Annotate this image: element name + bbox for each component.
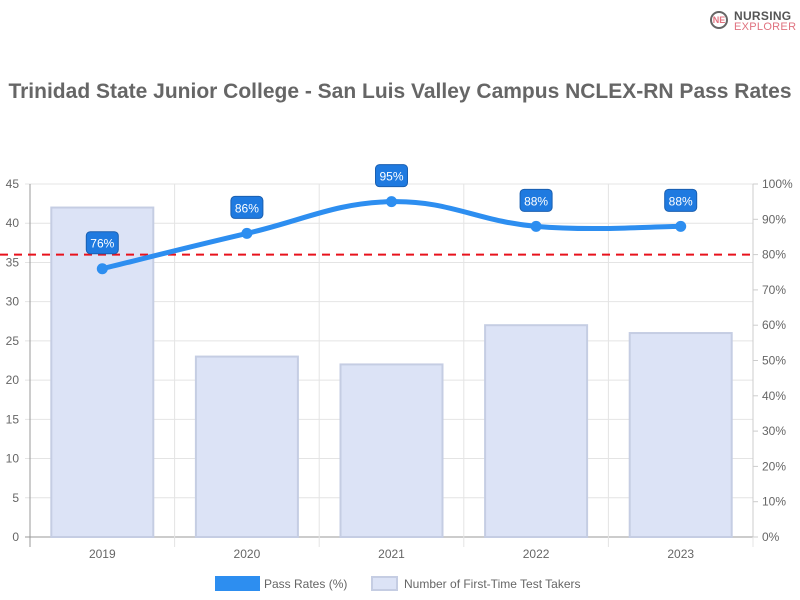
nursing-explorer-logo: NE NURSING EXPLORER: [710, 9, 797, 35]
data-label: 88%: [669, 194, 693, 208]
data-label: 76%: [90, 237, 114, 251]
legend-label-pass-rates: Pass Rates (%): [264, 577, 347, 591]
pass-rate-point: [386, 196, 397, 208]
data-label-box: [664, 188, 698, 212]
logo-icon: NE: [710, 11, 728, 29]
data-label-box: [85, 231, 119, 255]
bar: [339, 363, 444, 538]
right-tick-label: 30%: [762, 424, 786, 438]
legend-label-test-takers: Number of First-Time Test Takers: [404, 577, 580, 591]
x-tick-label: 2023: [667, 547, 694, 561]
left-tick-label: 5: [12, 491, 19, 505]
x-tick-label: 2021: [378, 547, 405, 561]
chart-title: Trinidad State Junior College - San Luis…: [8, 80, 792, 103]
left-tick-label: 45: [6, 177, 20, 191]
right-tick-label: 50%: [762, 354, 786, 368]
data-label-box: [375, 164, 408, 188]
left-tick-label: 30: [6, 295, 20, 309]
left-tick-label: 15: [6, 412, 20, 426]
bar: [50, 206, 155, 539]
left-tick-label: 40: [6, 216, 20, 230]
right-tick-label: 0%: [762, 530, 780, 544]
pass-rate-point: [96, 263, 108, 275]
left-tick-label: 25: [6, 334, 20, 348]
bar: [194, 355, 299, 539]
right-tick-label: 100%: [762, 177, 793, 191]
right-tick-label: 40%: [762, 389, 786, 403]
left-tick-label: 0: [12, 530, 19, 544]
x-tick-label: 2020: [234, 547, 261, 561]
right-tick-label: 20%: [762, 459, 786, 473]
right-tick-label: 90%: [762, 212, 786, 226]
data-label: 88%: [524, 194, 548, 208]
logo-text-1: NURSING: [734, 9, 792, 23]
pass-rate-point: [530, 220, 542, 232]
left-tick-label: 35: [6, 255, 20, 269]
right-tick-label: 70%: [762, 283, 786, 297]
legend-swatch-pass-rates: [215, 576, 260, 591]
x-tick-label: 2019: [89, 547, 116, 561]
right-tick-label: 60%: [762, 318, 786, 332]
left-tick-label: 20: [6, 373, 20, 387]
left-tick-label: 10: [6, 452, 20, 466]
data-label: 95%: [379, 170, 403, 184]
bar: [628, 332, 733, 538]
logo-text-2: EXPLORER: [734, 21, 797, 33]
legend-swatch-test-takers: [371, 576, 398, 591]
data-label-box: [230, 195, 264, 219]
right-tick-label: 10%: [762, 495, 786, 509]
x-tick-label: 2022: [523, 547, 550, 561]
pass-rate-point: [675, 220, 687, 232]
pass-rate-point: [241, 227, 253, 239]
data-label: 86%: [235, 201, 259, 215]
pass-rate-line: [101, 199, 681, 272]
bar: [484, 324, 589, 539]
data-label-box: [519, 188, 553, 212]
right-tick-label: 80%: [762, 248, 786, 262]
